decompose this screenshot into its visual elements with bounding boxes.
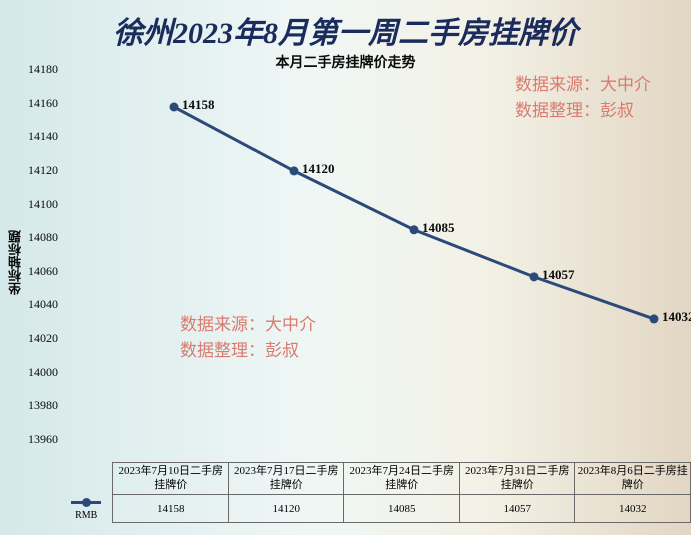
y-tick-label: 14000 (22, 365, 58, 380)
point-label: 14057 (542, 267, 575, 283)
value-cell: 14057 (459, 495, 575, 523)
point-label: 14120 (302, 161, 335, 177)
y-tick-label: 14060 (22, 264, 58, 279)
chart-subtitle: 本月二手房挂牌价走势 (0, 52, 691, 72)
y-tick-label: 14040 (22, 297, 58, 312)
point-label: 14085 (422, 220, 455, 236)
y-tick-label: 14080 (22, 230, 58, 245)
watermark-line: 数据来源：大中介 (180, 312, 316, 338)
y-tick-label: 14120 (22, 163, 58, 178)
watermark-line: 数据整理：彭叔 (515, 98, 651, 124)
category-header: 2023年7月10日二手房挂牌价 (113, 463, 229, 495)
point-label: 14158 (182, 97, 215, 113)
y-tick-label: 14140 (22, 129, 58, 144)
watermark-line: 数据整理：彭叔 (180, 338, 316, 364)
y-tick-label: 14100 (22, 197, 58, 212)
y-tick-label: 13960 (22, 432, 58, 447)
category-header: 2023年7月17日二手房挂牌价 (228, 463, 344, 495)
category-header: 2023年7月24日二手房挂牌价 (344, 463, 460, 495)
y-tick-label: 14180 (22, 62, 58, 77)
line-chart (62, 70, 668, 440)
category-table: 2023年7月10日二手房挂牌价2023年7月17日二手房挂牌价2023年7月2… (60, 462, 691, 523)
watermark-bottom: 数据来源：大中介 数据整理：彭叔 (180, 312, 316, 363)
y-tick-label: 13980 (22, 398, 58, 413)
category-header: 2023年8月6日二手房挂牌价 (575, 463, 691, 495)
legend: RMB (60, 495, 113, 523)
value-cell: 14120 (228, 495, 344, 523)
category-header: 2023年7月31日二手房挂牌价 (459, 463, 575, 495)
value-cell: 14158 (113, 495, 229, 523)
watermark-line: 数据来源：大中介 (515, 72, 651, 98)
y-tick-label: 14020 (22, 331, 58, 346)
value-cell: 14085 (344, 495, 460, 523)
watermark-top: 数据来源：大中介 数据整理：彭叔 (515, 72, 651, 123)
value-cell: 14032 (575, 495, 691, 523)
chart-title: 徐州2023年8月第一周二手房挂牌价 (0, 8, 691, 52)
y-tick-label: 14160 (22, 96, 58, 111)
point-label: 14032 (662, 309, 691, 325)
